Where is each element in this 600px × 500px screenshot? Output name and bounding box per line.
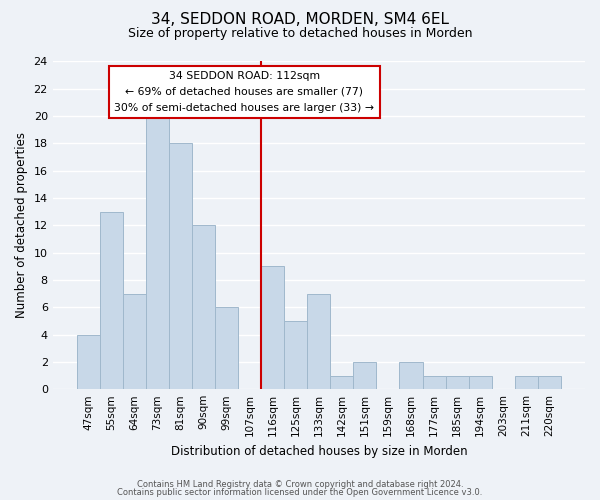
Text: Size of property relative to detached houses in Morden: Size of property relative to detached ho…: [128, 28, 472, 40]
Bar: [469, 376, 491, 389]
Bar: [400, 362, 422, 389]
Bar: [123, 294, 146, 389]
Bar: [331, 376, 353, 389]
Bar: [446, 376, 469, 389]
Bar: [192, 226, 215, 389]
Text: 34 SEDDON ROAD: 112sqm
← 69% of detached houses are smaller (77)
30% of semi-det: 34 SEDDON ROAD: 112sqm ← 69% of detached…: [115, 72, 374, 112]
X-axis label: Distribution of detached houses by size in Morden: Distribution of detached houses by size …: [170, 444, 467, 458]
Bar: [353, 362, 376, 389]
Bar: [307, 294, 331, 389]
Bar: [169, 144, 192, 389]
Bar: [261, 266, 284, 389]
Bar: [538, 376, 561, 389]
Text: 34, SEDDON ROAD, MORDEN, SM4 6EL: 34, SEDDON ROAD, MORDEN, SM4 6EL: [151, 12, 449, 28]
Bar: [146, 116, 169, 389]
Text: Contains HM Land Registry data © Crown copyright and database right 2024.: Contains HM Land Registry data © Crown c…: [137, 480, 463, 489]
Bar: [100, 212, 123, 389]
Bar: [422, 376, 446, 389]
Bar: [77, 334, 100, 389]
Y-axis label: Number of detached properties: Number of detached properties: [15, 132, 28, 318]
Bar: [515, 376, 538, 389]
Bar: [215, 308, 238, 389]
Bar: [284, 321, 307, 389]
Text: Contains public sector information licensed under the Open Government Licence v3: Contains public sector information licen…: [118, 488, 482, 497]
